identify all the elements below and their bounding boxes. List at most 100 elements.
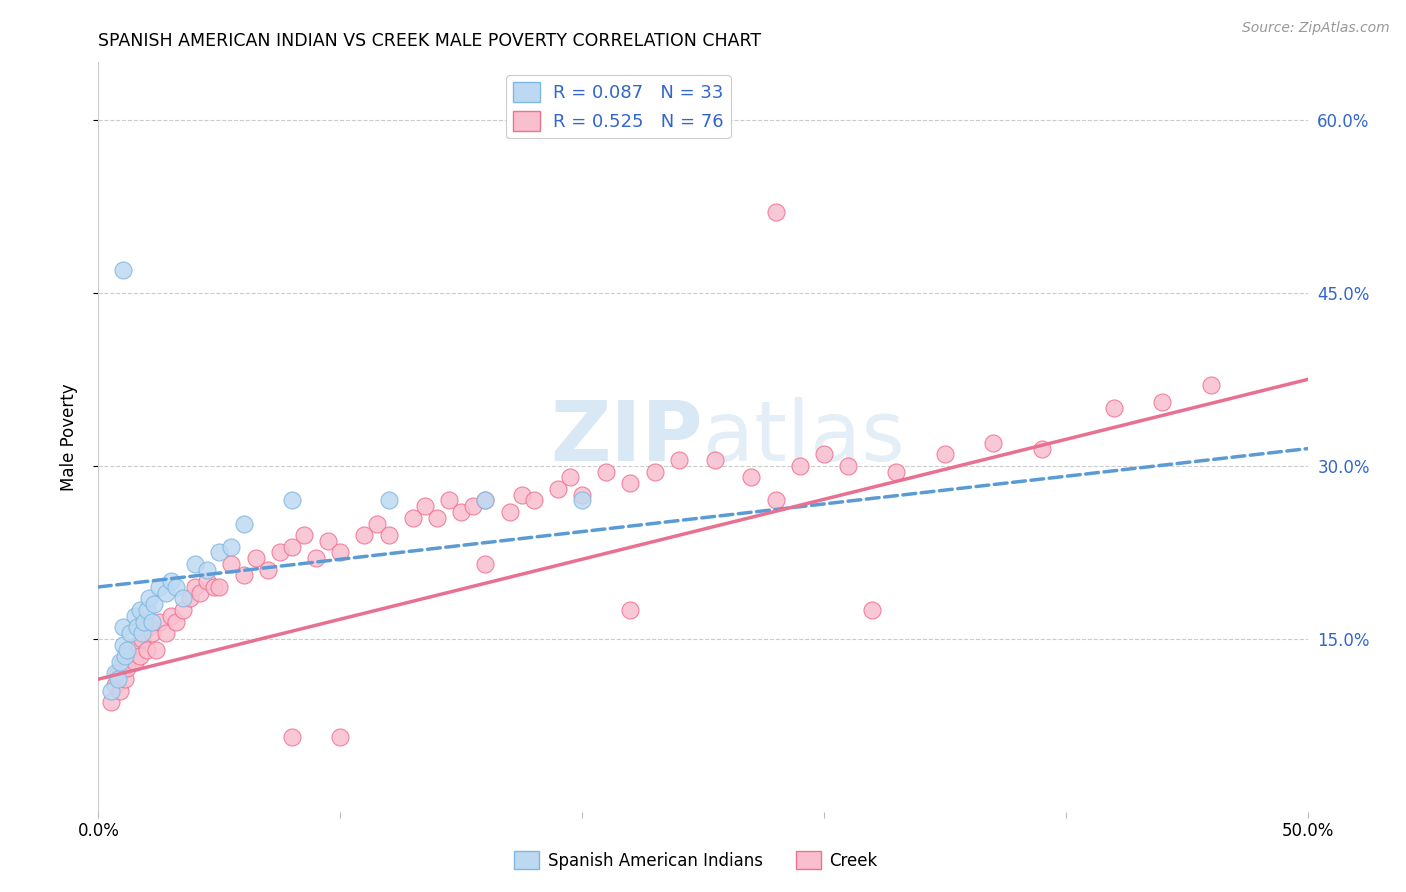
Text: Source: ZipAtlas.com: Source: ZipAtlas.com xyxy=(1241,21,1389,36)
Point xyxy=(141,615,163,629)
Point xyxy=(281,540,304,554)
Point xyxy=(195,563,218,577)
Point xyxy=(595,465,617,479)
Point xyxy=(141,626,163,640)
Point xyxy=(188,585,211,599)
Point xyxy=(131,626,153,640)
Point xyxy=(644,465,666,479)
Point xyxy=(100,683,122,698)
Point xyxy=(160,574,183,589)
Point xyxy=(148,580,170,594)
Point xyxy=(413,500,436,514)
Point xyxy=(1152,395,1174,409)
Point xyxy=(114,672,136,686)
Point xyxy=(135,643,157,657)
Point xyxy=(138,591,160,606)
Point xyxy=(886,465,908,479)
Point xyxy=(510,488,533,502)
Point xyxy=(377,528,399,542)
Point xyxy=(124,608,146,623)
Point xyxy=(131,632,153,646)
Point xyxy=(204,580,226,594)
Point xyxy=(269,545,291,559)
Point xyxy=(127,638,149,652)
Point xyxy=(377,493,399,508)
Point xyxy=(165,580,187,594)
Point xyxy=(155,626,177,640)
Point xyxy=(740,470,762,484)
Point xyxy=(474,493,496,508)
Point xyxy=(837,458,859,473)
Point xyxy=(474,557,496,571)
Point xyxy=(221,540,243,554)
Point xyxy=(366,516,388,531)
Point xyxy=(329,545,352,559)
Point xyxy=(179,591,201,606)
Point xyxy=(329,730,352,744)
Point xyxy=(934,447,956,461)
Legend: Spanish American Indians, Creek: Spanish American Indians, Creek xyxy=(508,845,884,877)
Point xyxy=(813,447,835,461)
Legend: R = 0.087   N = 33, R = 0.525   N = 76: R = 0.087 N = 33, R = 0.525 N = 76 xyxy=(506,75,731,138)
Point xyxy=(118,643,141,657)
Point xyxy=(402,510,425,524)
Point xyxy=(108,683,131,698)
Point xyxy=(117,660,139,674)
Point xyxy=(165,615,187,629)
Text: ZIP: ZIP xyxy=(551,397,703,477)
Point xyxy=(104,666,127,681)
Point xyxy=(118,626,141,640)
Text: SPANISH AMERICAN INDIAN VS CREEK MALE POVERTY CORRELATION CHART: SPANISH AMERICAN INDIAN VS CREEK MALE PO… xyxy=(98,32,762,50)
Point xyxy=(100,695,122,709)
Point xyxy=(128,649,150,664)
Y-axis label: Male Poverty: Male Poverty xyxy=(59,384,77,491)
Point xyxy=(128,603,150,617)
Point xyxy=(571,488,593,502)
Point xyxy=(498,505,520,519)
Point xyxy=(172,591,194,606)
Point xyxy=(111,638,134,652)
Point xyxy=(160,608,183,623)
Point xyxy=(765,205,787,219)
Point xyxy=(981,435,1004,450)
Point xyxy=(107,666,129,681)
Point xyxy=(256,563,278,577)
Point xyxy=(134,615,156,629)
Point xyxy=(619,476,641,491)
Point xyxy=(245,551,267,566)
Point xyxy=(138,620,160,634)
Point xyxy=(111,620,134,634)
Point xyxy=(184,580,207,594)
Point xyxy=(135,603,157,617)
Point xyxy=(208,545,231,559)
Point xyxy=(437,493,460,508)
Point xyxy=(172,603,194,617)
Point xyxy=(281,493,304,508)
Point xyxy=(316,533,339,548)
Point xyxy=(117,643,139,657)
Point xyxy=(558,470,581,484)
Point xyxy=(208,580,231,594)
Point xyxy=(426,510,449,524)
Point xyxy=(547,482,569,496)
Point xyxy=(114,649,136,664)
Point xyxy=(221,557,243,571)
Point xyxy=(108,655,131,669)
Point xyxy=(450,505,472,519)
Point xyxy=(1031,442,1053,456)
Point xyxy=(281,730,304,744)
Point xyxy=(523,493,546,508)
Point xyxy=(184,557,207,571)
Point xyxy=(1102,401,1125,416)
Point xyxy=(463,500,485,514)
Point xyxy=(765,493,787,508)
Point xyxy=(148,615,170,629)
Point xyxy=(145,643,167,657)
Point xyxy=(232,516,254,531)
Point xyxy=(860,603,883,617)
Point xyxy=(124,655,146,669)
Point xyxy=(232,568,254,582)
Point xyxy=(155,585,177,599)
Point xyxy=(111,263,134,277)
Point xyxy=(195,574,218,589)
